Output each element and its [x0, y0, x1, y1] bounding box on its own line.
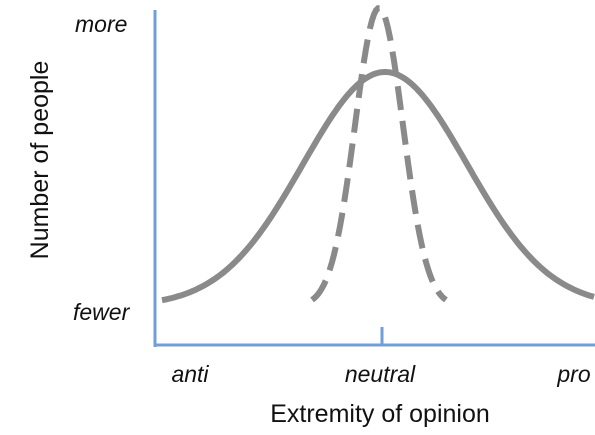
x-center-label: neutral: [345, 361, 416, 387]
y-top-label: more: [75, 11, 127, 37]
narrow-curve: [310, 5, 448, 303]
x-right-label: pro: [556, 361, 590, 387]
y-axis-label: Number of people: [26, 61, 54, 260]
wide-curve: [161, 69, 595, 304]
x-left-label: anti: [171, 361, 209, 387]
y-bottom-label: fewer: [73, 299, 131, 325]
x-axis-label: Extremity of opinion: [270, 400, 490, 428]
